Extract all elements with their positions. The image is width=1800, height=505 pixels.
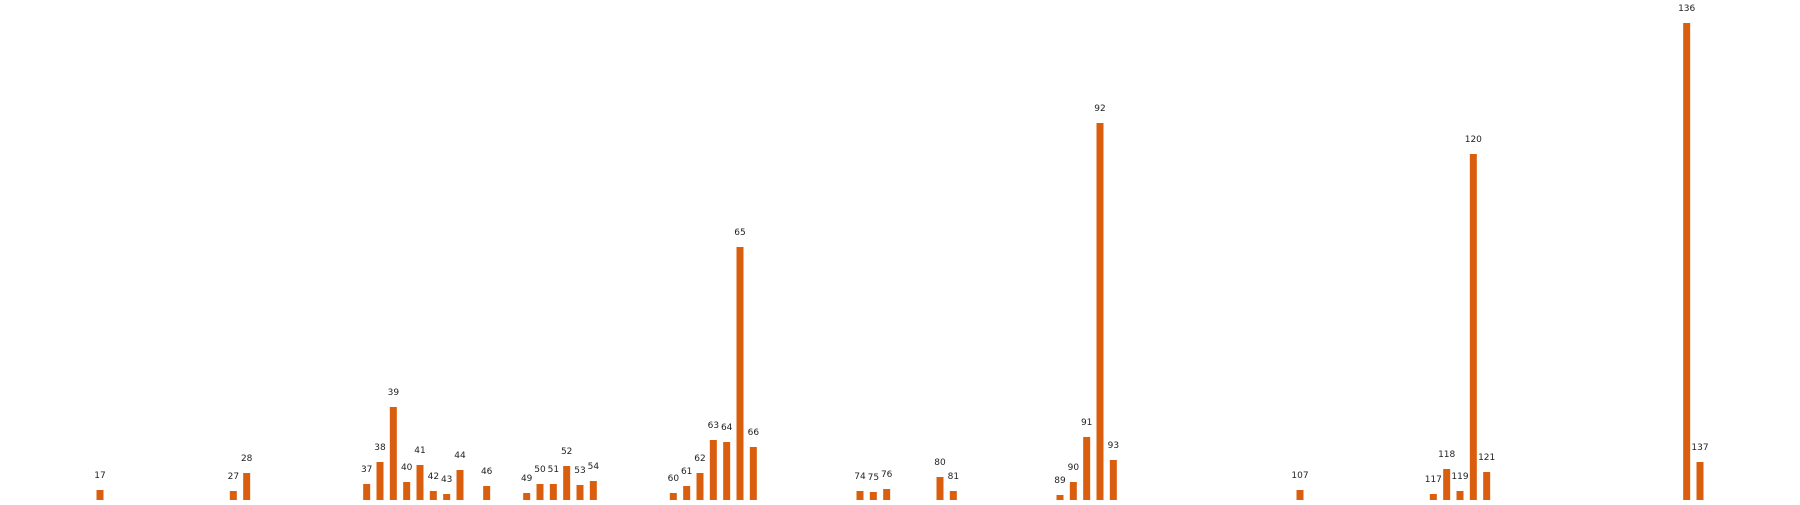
- bar-93: [1109, 460, 1117, 500]
- bar-label-91: 91: [1081, 418, 1092, 428]
- bar-89: [1056, 495, 1064, 500]
- bar-42: [429, 491, 437, 500]
- bar-44: [456, 470, 464, 500]
- bar-74: [856, 491, 864, 500]
- bar-label-117: 117: [1425, 475, 1442, 485]
- bar-52: [563, 466, 571, 500]
- bar-28: [243, 473, 251, 500]
- bar-label-66: 66: [748, 428, 760, 438]
- bar-label-121: 121: [1478, 453, 1495, 463]
- bar-label-120: 120: [1465, 135, 1482, 145]
- bar-107: [1296, 490, 1304, 500]
- bar-65: [736, 247, 744, 500]
- bars-layer: [96, 23, 1704, 500]
- bar-label-53: 53: [574, 466, 585, 476]
- bar-label-39: 39: [388, 388, 400, 398]
- bar-121: [1483, 472, 1491, 500]
- bar-136: [1683, 23, 1691, 500]
- bar-label-119: 119: [1451, 472, 1468, 482]
- bar-label-137: 137: [1691, 443, 1708, 453]
- bar-label-27: 27: [228, 472, 239, 482]
- bar-label-80: 80: [934, 458, 946, 468]
- bar-label-136: 136: [1678, 4, 1695, 14]
- bar-label-51: 51: [548, 465, 559, 475]
- bar-91: [1083, 437, 1091, 500]
- bar-label-62: 62: [694, 454, 705, 464]
- bar-17: [96, 490, 104, 500]
- bar-label-92: 92: [1094, 104, 1105, 114]
- bar-40: [403, 482, 411, 500]
- bar-118: [1443, 469, 1451, 500]
- bar-label-28: 28: [241, 454, 253, 464]
- bar-label-65: 65: [734, 228, 745, 238]
- bar-label-38: 38: [374, 443, 386, 453]
- bar-37: [363, 484, 371, 500]
- bar-label-93: 93: [1108, 441, 1119, 451]
- bar-60: [669, 493, 677, 500]
- bar-61: [683, 486, 691, 500]
- bar-label-76: 76: [881, 470, 893, 480]
- bar-119: [1456, 491, 1464, 500]
- bar-49: [523, 493, 531, 500]
- bar-38: [376, 462, 384, 500]
- bar-label-44: 44: [454, 451, 466, 461]
- bar-66: [749, 447, 757, 500]
- bar-39: [389, 407, 397, 500]
- bar-75: [869, 492, 877, 500]
- bar-43: [443, 494, 451, 500]
- bar-label-60: 60: [668, 474, 680, 484]
- bar-label-61: 61: [681, 467, 692, 477]
- bar-41: [416, 465, 424, 500]
- bar-80: [936, 477, 944, 500]
- bar-label-81: 81: [948, 472, 959, 482]
- bar-90: [1069, 482, 1077, 500]
- bar-label-90: 90: [1068, 463, 1080, 473]
- bar-label-64: 64: [721, 423, 733, 433]
- bar-label-50: 50: [534, 465, 546, 475]
- bar-label-107: 107: [1291, 471, 1308, 481]
- bar-label-52: 52: [561, 447, 572, 457]
- bar-label-63: 63: [708, 421, 719, 431]
- bar-76: [883, 489, 891, 500]
- bar-label-43: 43: [441, 475, 452, 485]
- bar-63: [709, 440, 717, 500]
- bar-label-40: 40: [401, 463, 413, 473]
- bar-53: [576, 485, 584, 500]
- bar-label-41: 41: [414, 446, 425, 456]
- bar-51: [549, 484, 557, 500]
- bar-54: [589, 481, 597, 500]
- bar-50: [536, 484, 544, 500]
- bar-label-89: 89: [1054, 476, 1066, 486]
- bar-label-17: 17: [94, 471, 105, 481]
- bar-label-75: 75: [868, 473, 879, 483]
- bar-81: [949, 491, 957, 500]
- bar-label-54: 54: [588, 462, 600, 472]
- bar-120: [1469, 154, 1477, 500]
- bar-label-118: 118: [1438, 450, 1455, 460]
- bar-64: [723, 442, 731, 500]
- bar-46: [483, 486, 491, 500]
- bar-117: [1429, 494, 1437, 500]
- bar-label-37: 37: [361, 465, 372, 475]
- bar-62: [696, 473, 704, 500]
- bar-label-42: 42: [428, 472, 439, 482]
- bar-label-74: 74: [854, 472, 866, 482]
- bar-27: [229, 491, 237, 500]
- bar-label-49: 49: [521, 474, 533, 484]
- bar-137: [1696, 462, 1704, 500]
- bar-92: [1096, 123, 1104, 500]
- bar-label-46: 46: [481, 467, 493, 477]
